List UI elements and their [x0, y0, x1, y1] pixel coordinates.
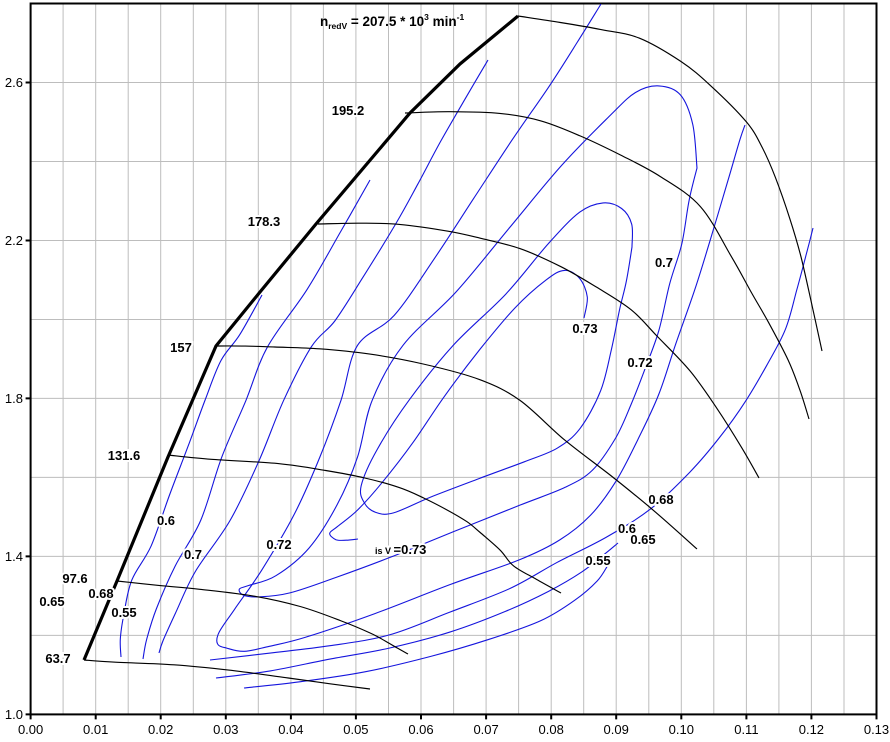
svg-text:0.73: 0.73: [572, 321, 597, 336]
svg-text:0.72: 0.72: [627, 355, 652, 370]
svg-text:178.3: 178.3: [248, 214, 281, 229]
svg-text:0.12: 0.12: [799, 722, 824, 737]
svg-text:0.01: 0.01: [83, 722, 108, 737]
svg-text:131.6: 131.6: [108, 448, 141, 463]
svg-text:0.06: 0.06: [408, 722, 433, 737]
svg-text:0.05: 0.05: [343, 722, 368, 737]
svg-text:2.2: 2.2: [5, 233, 23, 248]
svg-text:0.55: 0.55: [111, 605, 136, 620]
svg-text:0.6: 0.6: [618, 521, 636, 536]
svg-text:is V =0.73: is V =0.73: [375, 542, 426, 557]
svg-text:0.68: 0.68: [648, 492, 673, 507]
svg-text:0.00: 0.00: [18, 722, 43, 737]
svg-text:0.65: 0.65: [39, 594, 64, 609]
svg-text:97.6: 97.6: [62, 571, 87, 586]
svg-text:0.08: 0.08: [539, 722, 564, 737]
svg-text:0.11: 0.11: [734, 722, 758, 737]
svg-text:0.68: 0.68: [88, 586, 113, 601]
svg-text:0.65: 0.65: [630, 532, 655, 547]
svg-text:0.6: 0.6: [157, 513, 175, 528]
svg-text:0.10: 0.10: [669, 722, 694, 737]
svg-text:0.07: 0.07: [473, 722, 498, 737]
svg-text:157: 157: [170, 340, 192, 355]
svg-text:nredV = 207.5 * 103 min-1: nredV = 207.5 * 103 min-1: [320, 12, 464, 31]
svg-text:0.7: 0.7: [184, 547, 202, 562]
svg-text:1.0: 1.0: [5, 707, 23, 722]
svg-text:0.02: 0.02: [148, 722, 173, 737]
svg-text:0.09: 0.09: [604, 722, 629, 737]
svg-text:0.7: 0.7: [655, 255, 673, 270]
svg-text:1.8: 1.8: [5, 391, 23, 406]
svg-text:2.6: 2.6: [5, 75, 23, 90]
svg-text:195.2: 195.2: [332, 103, 365, 118]
svg-text:0.72: 0.72: [266, 537, 291, 552]
svg-text:63.7: 63.7: [45, 651, 70, 666]
svg-text:0.04: 0.04: [278, 722, 303, 737]
svg-text:1.4: 1.4: [5, 549, 23, 564]
svg-text:0.55: 0.55: [585, 553, 610, 568]
svg-text:0.03: 0.03: [213, 722, 238, 737]
svg-text:0.13: 0.13: [864, 722, 889, 737]
